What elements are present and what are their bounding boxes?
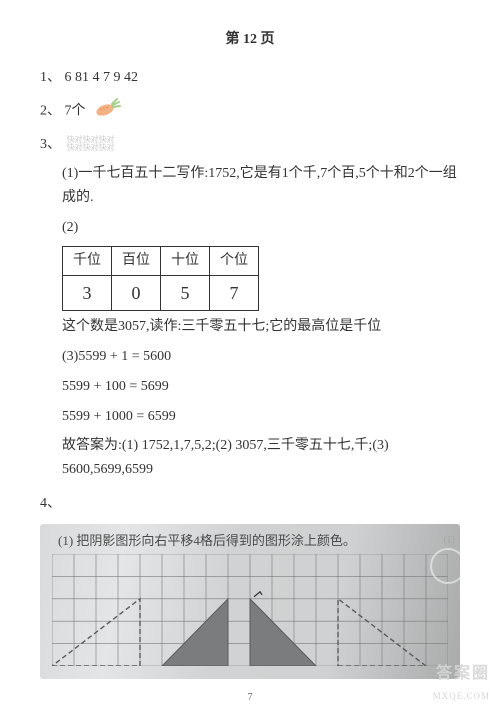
td-ones: 7 (210, 275, 259, 311)
q1-label: 1、 (40, 70, 61, 85)
q3-part3-line1: (3)5599 + 1 = 5600 (62, 345, 460, 369)
q3-part3-line2: 5599 + 100 = 5699 (62, 375, 460, 399)
brand-watermark: 答案圈 (436, 659, 490, 683)
footer-page-number: 7 (0, 692, 500, 703)
question-3-body: (1)一千七百五十二写作:1752,它是有1个千,7个百,5个十和2个一组成的.… (62, 162, 460, 482)
place-value-table: 千位 百位 十位 个位 3 0 5 7 (62, 246, 259, 311)
question-1: 1、 6 81 4 7 9 42 (40, 66, 460, 90)
q4-figure-text: 把阴影图形向右平移4格后得到的图形涂上颜色。 (76, 533, 356, 548)
q3-part3-line3: 5599 + 1000 = 6599 (62, 405, 460, 429)
q4-label: 4、 (40, 496, 61, 511)
q4-figure: (1) 把阴影图形向右平移4格后得到的图形涂上颜色。 (1) (40, 524, 460, 679)
q3-part1: (1)一千七百五十二写作:1752,它是有1个千,7个百,5个十和2个一组成的. (62, 162, 460, 210)
th-hundreds: 百位 (112, 246, 161, 275)
td-thousands: 3 (63, 275, 112, 311)
q2-value: 7个 (65, 103, 86, 118)
q4-figure-title: (1) 把阴影图形向右平移4格后得到的图形涂上颜色。 (58, 530, 356, 552)
question-4: 4、 (40, 492, 460, 516)
carrot-icon (93, 96, 121, 127)
th-tens: 十位 (161, 246, 210, 275)
td-tens: 5 (161, 275, 210, 311)
question-2: 2、 7个 (40, 96, 460, 127)
q4-figure-prefix: (1) (58, 533, 73, 548)
q4-wm-small: (1) (443, 532, 455, 549)
content-block: 1、 6 81 4 7 9 42 2、 7个 3、 快对快对快对 快对快对快对 … (0, 66, 500, 679)
q1-values: 6 81 4 7 9 42 (65, 70, 139, 85)
faint-watermark: 快对快对快对 快对快对快对 (67, 136, 115, 154)
table-header-row: 千位 百位 十位 个位 (63, 246, 259, 275)
q3-label: 3、 (40, 137, 61, 152)
q2-label: 2、 (40, 103, 61, 118)
q3-answer: 故答案为:(1) 1752,1,7,5,2;(2) 3057,三千零五十七,千;… (62, 434, 460, 482)
grid-area (52, 554, 448, 666)
td-hundreds: 0 (112, 275, 161, 311)
q3-part2-text: 这个数是3057,读作:三千零五十七;它的最高位是千位 (62, 315, 460, 339)
question-3-header: 3、 快对快对快对 快对快对快对 (40, 133, 460, 157)
th-thousands: 千位 (63, 246, 112, 275)
circle-watermark-icon (430, 548, 460, 584)
page-title: 第 12 页 (0, 28, 500, 48)
table-value-row: 3 0 5 7 (63, 275, 259, 311)
q3-part2-label: (2) (62, 216, 460, 240)
grid-svg (52, 554, 448, 666)
th-ones: 个位 (210, 246, 259, 275)
faint-line2: 快对快对快对 (67, 143, 115, 152)
